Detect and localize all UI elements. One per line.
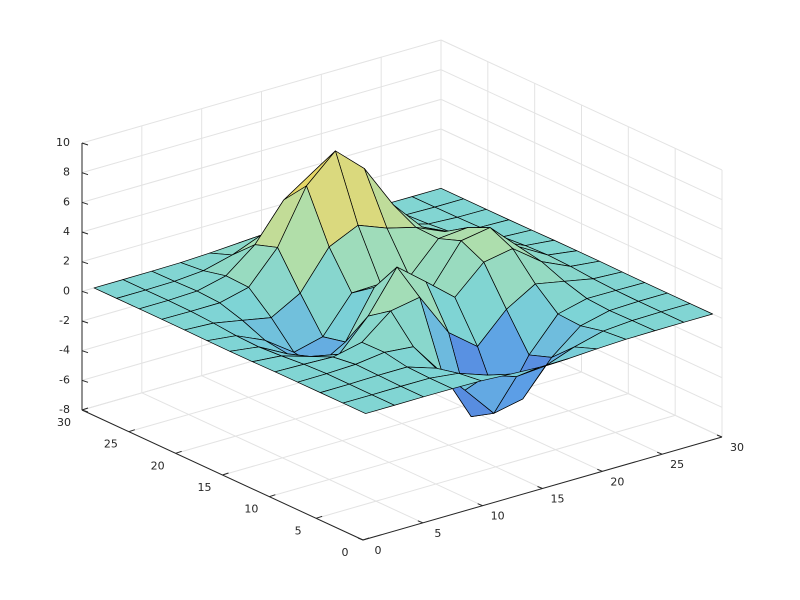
x-tick-label: 15 <box>551 493 565 506</box>
x-tick <box>716 434 723 438</box>
y-tick-label: 25 <box>104 438 118 451</box>
y-tick <box>128 429 135 433</box>
grid-line <box>440 98 723 230</box>
z-tick-label: -6 <box>59 373 70 386</box>
x-tick-label: 5 <box>434 527 441 540</box>
grid-line <box>440 69 723 201</box>
z-tick <box>81 320 89 324</box>
y-tick <box>175 450 182 454</box>
grid-line <box>81 98 442 203</box>
y-tick <box>362 537 370 541</box>
y-tick <box>316 515 323 519</box>
z-tick <box>81 350 89 354</box>
z-tick-label: -8 <box>59 403 70 416</box>
z-tick-label: 6 <box>63 195 70 208</box>
z-tick-label: -4 <box>59 344 70 357</box>
z-tick <box>81 231 89 235</box>
z-tick <box>81 201 89 205</box>
grid-line <box>440 158 723 290</box>
x-tick-label: 20 <box>610 475 624 488</box>
grid-line <box>81 39 442 144</box>
z-tick-label: 4 <box>63 225 70 238</box>
surface-patch <box>342 394 395 414</box>
z-tick <box>81 142 89 146</box>
x-tick-label: 10 <box>491 510 505 523</box>
y-tick <box>81 407 89 411</box>
z-tick <box>81 379 89 383</box>
z-tick <box>81 409 89 413</box>
x-tick-label: 0 <box>375 544 382 557</box>
y-tick <box>222 472 229 476</box>
z-tick-label: -2 <box>59 314 70 327</box>
y-tick-label: 15 <box>198 481 212 494</box>
z-tick-label: 2 <box>63 255 70 268</box>
z-tick <box>81 290 89 294</box>
z-tick-label: 0 <box>63 284 70 297</box>
grid-line <box>269 393 629 498</box>
z-tick-label: 8 <box>63 166 70 179</box>
x-tick <box>477 503 483 507</box>
z-tick-label: 10 <box>56 136 70 149</box>
grid-line <box>81 158 442 263</box>
z-tick <box>81 172 89 176</box>
y-tick-label: 30 <box>57 416 71 429</box>
grid-line <box>81 69 442 174</box>
y-tick-label: 10 <box>244 503 258 516</box>
grid-line <box>440 128 723 260</box>
x-tick-label: 30 <box>730 441 744 454</box>
y-tick-label: 20 <box>151 459 165 472</box>
x-tick <box>357 537 364 541</box>
x-tick-label: 25 <box>670 458 684 471</box>
y-tick <box>269 494 276 498</box>
grid-line <box>440 39 723 171</box>
x-tick <box>417 520 424 524</box>
x-tick <box>537 486 543 489</box>
x-tick <box>597 468 603 472</box>
y-tick-label: 5 <box>295 524 302 537</box>
grid-line <box>81 128 442 233</box>
y-tick-label: 0 <box>342 546 349 559</box>
grid-line <box>316 414 676 519</box>
x-tick <box>656 451 663 455</box>
z-tick <box>81 261 89 265</box>
